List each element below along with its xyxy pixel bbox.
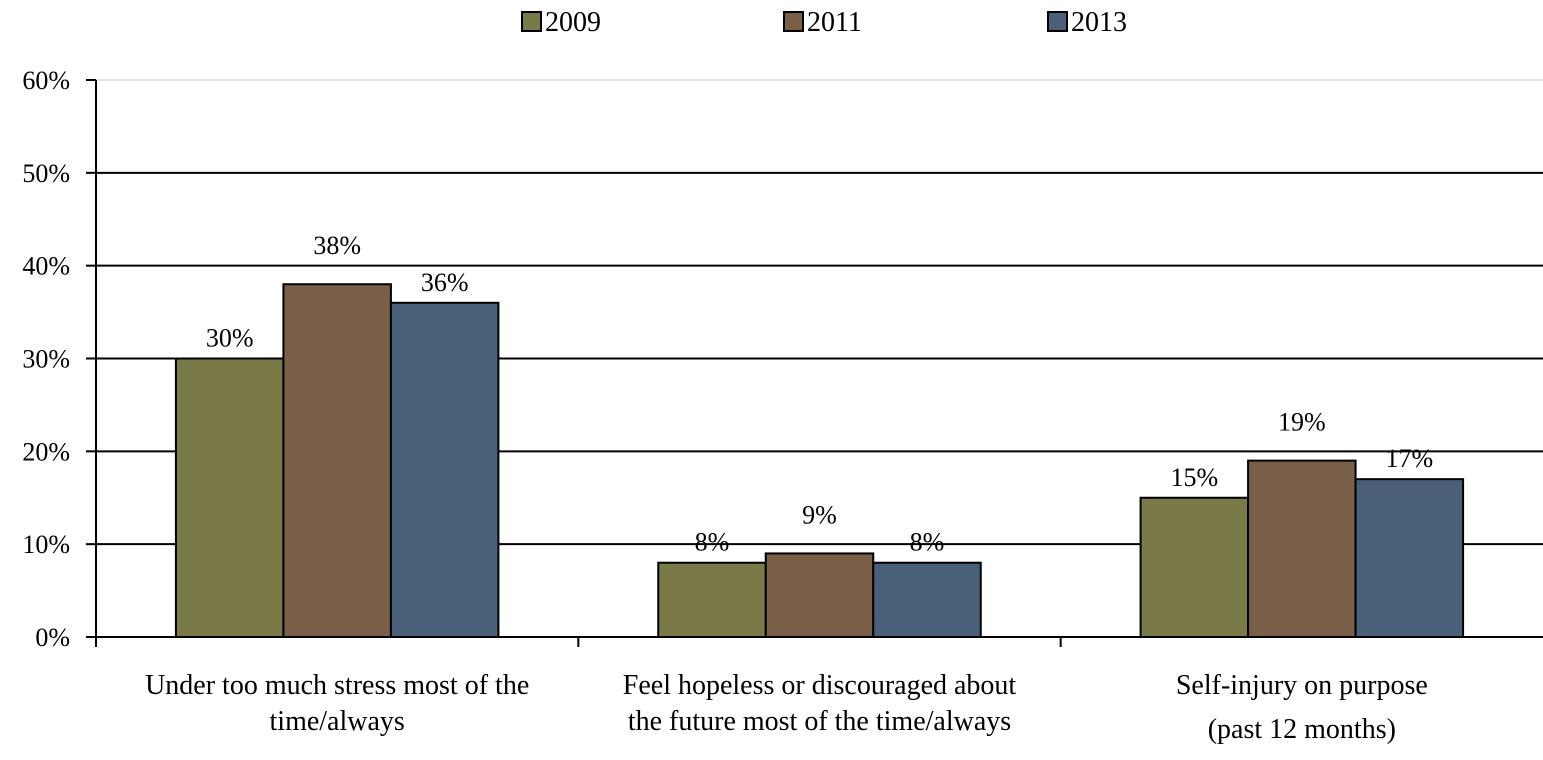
bar-2013 [389,301,500,638]
data-label: 38% [313,231,361,260]
data-label: 8% [910,528,945,557]
bars [174,283,1465,639]
data-label: 30% [206,324,254,353]
bar-2011 [764,552,875,639]
data-label: 15% [1170,463,1218,492]
category-label: Under too much stress most of the [145,670,529,701]
legend-label: 2011 [807,7,862,38]
bar-2009 [1139,496,1250,638]
y-tick-label: 20% [22,437,70,466]
y-tick-labels: 0% 10% 20% 30% 40% 50% 60% [22,66,70,652]
y-tick-label: 30% [22,345,70,374]
bar-2009 [657,561,767,639]
data-label: 36% [421,268,469,297]
axes [86,79,1543,647]
bar-2011 [282,283,392,638]
bar-2011 [1247,459,1357,638]
bar-2013 [872,561,982,639]
category-label: time/always [270,706,405,737]
y-tick-label: 0% [35,623,70,652]
legend: 2009 2011 2013 [521,7,1127,38]
legend-swatch-2009 [521,11,542,32]
category-label: Self-injury on purpose [1176,670,1428,701]
category-label: the future most of the time/always [628,706,1011,737]
y-tick-label: 10% [22,530,70,559]
category-label: (past 12 months) [1208,714,1396,745]
bar-2013 [1354,478,1465,638]
legend-label: 2009 [545,7,601,38]
bar-2009 [174,357,285,638]
legend-swatch-2013 [1047,11,1068,32]
category-label: Feel hopeless or discouraged about [623,670,1017,701]
data-labels: 30% 38% 36% 8% 9% 8% 15% 19% 17% [206,231,1433,557]
data-label: 17% [1385,444,1433,473]
data-label: 19% [1278,408,1326,437]
legend-swatch-2011 [783,11,804,32]
data-label: 8% [695,528,730,557]
y-tick-label: 60% [22,66,70,95]
data-label: 9% [802,500,837,529]
legend-label: 2013 [1071,7,1127,38]
category-labels: Under too much stress most of the time/al… [145,670,1428,745]
y-tick-label: 40% [22,252,70,281]
y-tick-label: 50% [22,159,70,188]
